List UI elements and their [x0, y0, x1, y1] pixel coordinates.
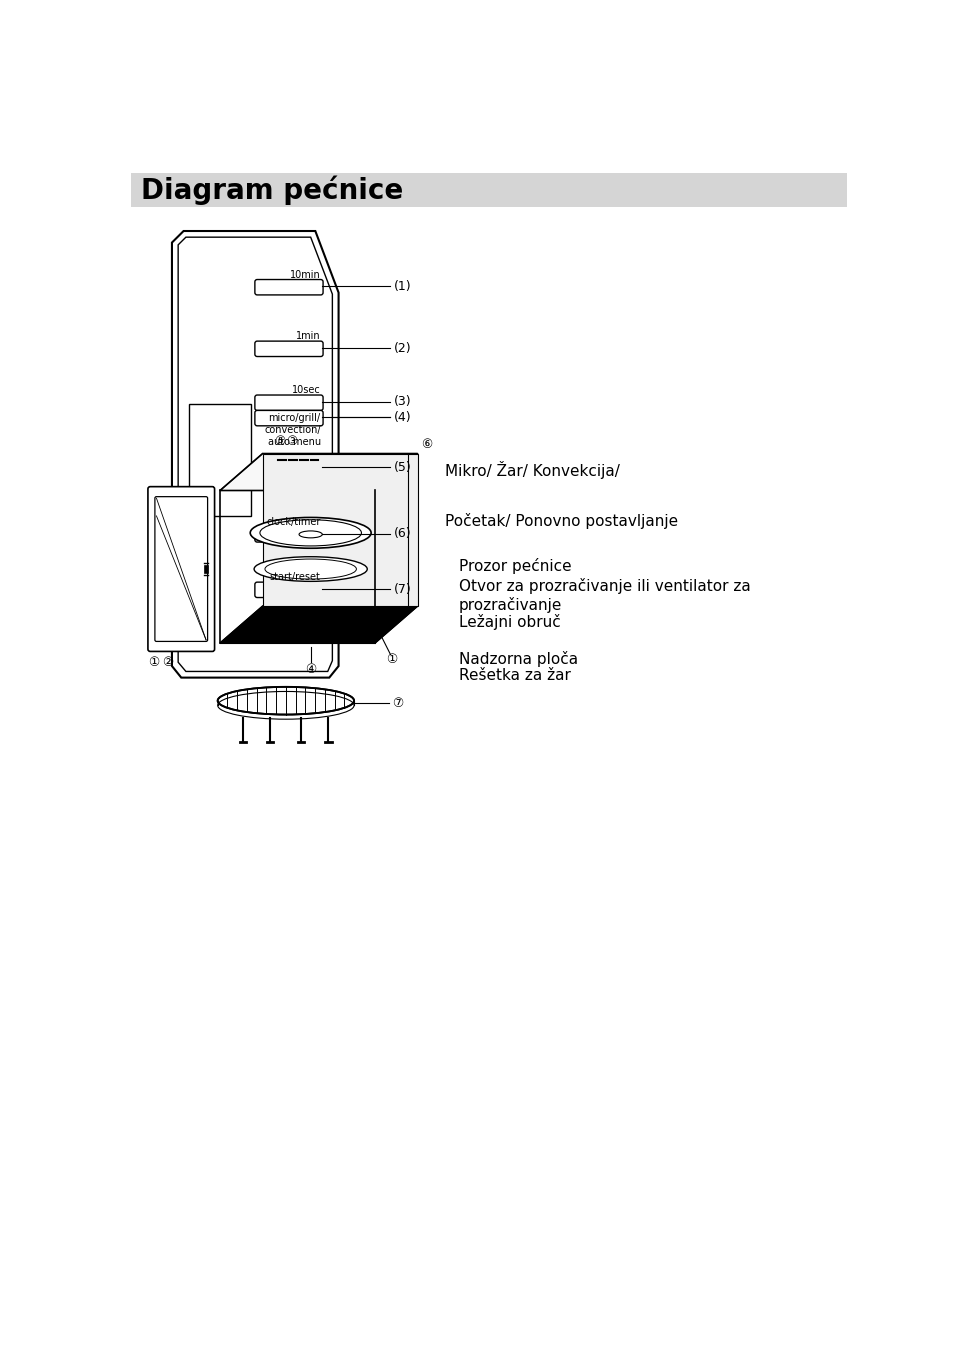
Text: start/reset: start/reset	[270, 573, 320, 582]
Text: micro/grill/
convection/
auto menu: micro/grill/ convection/ auto menu	[264, 413, 320, 447]
Text: ⑦: ⑦	[393, 696, 403, 709]
FancyBboxPatch shape	[254, 582, 323, 597]
Bar	[204, 565, 208, 573]
PathPatch shape	[172, 232, 338, 677]
Polygon shape	[220, 454, 417, 490]
Text: Mikro/ Žar/ Konvekcija/: Mikro/ Žar/ Konvekcija/	[444, 460, 619, 479]
Text: Prozor pećnice: Prozor pećnice	[458, 558, 571, 574]
Text: Ležajni obruč: Ležajni obruč	[458, 613, 559, 630]
Ellipse shape	[298, 531, 322, 538]
Text: 10sec: 10sec	[292, 385, 320, 395]
Text: (2): (2)	[394, 341, 411, 355]
Text: (7): (7)	[394, 582, 411, 596]
Text: ⑥: ⑥	[421, 437, 432, 451]
Text: ③: ③	[286, 436, 297, 448]
Text: (3): (3)	[394, 395, 411, 409]
FancyBboxPatch shape	[254, 279, 323, 295]
Ellipse shape	[250, 517, 371, 548]
Text: ⑤: ⑤	[274, 436, 285, 448]
Text: ①: ①	[149, 657, 159, 669]
Text: ②: ②	[161, 657, 172, 669]
Text: Otvor za prozračivanje ili ventilator za
prozračivanje: Otvor za prozračivanje ili ventilator za…	[458, 578, 750, 613]
Text: (4): (4)	[394, 410, 411, 424]
Polygon shape	[220, 607, 417, 643]
Text: (6): (6)	[394, 527, 411, 540]
Text: (5): (5)	[394, 460, 411, 474]
FancyBboxPatch shape	[254, 410, 323, 425]
Text: clock/timer: clock/timer	[266, 517, 320, 527]
Bar	[131, 173, 846, 207]
FancyBboxPatch shape	[148, 486, 214, 651]
Polygon shape	[262, 454, 417, 607]
Text: ④: ④	[305, 663, 316, 677]
FancyBboxPatch shape	[154, 497, 208, 642]
Bar	[189, 405, 251, 516]
Text: 1min: 1min	[295, 332, 320, 341]
FancyBboxPatch shape	[254, 460, 323, 475]
FancyBboxPatch shape	[254, 341, 323, 356]
FancyBboxPatch shape	[254, 527, 323, 542]
Text: (1): (1)	[394, 280, 411, 292]
Text: 10min: 10min	[290, 269, 320, 279]
Text: ①: ①	[386, 654, 397, 666]
Text: Rešetka za žar: Rešetka za žar	[458, 669, 570, 684]
Text: Nadzorna ploča: Nadzorna ploča	[458, 651, 578, 666]
FancyBboxPatch shape	[254, 395, 323, 410]
Polygon shape	[375, 454, 417, 643]
Ellipse shape	[217, 686, 354, 715]
Ellipse shape	[265, 559, 356, 580]
Text: Početak/ Ponovno postavljanje: Početak/ Ponovno postavljanje	[444, 513, 678, 529]
Text: Diagram pećnice: Diagram pećnice	[141, 176, 403, 204]
Ellipse shape	[253, 556, 367, 581]
